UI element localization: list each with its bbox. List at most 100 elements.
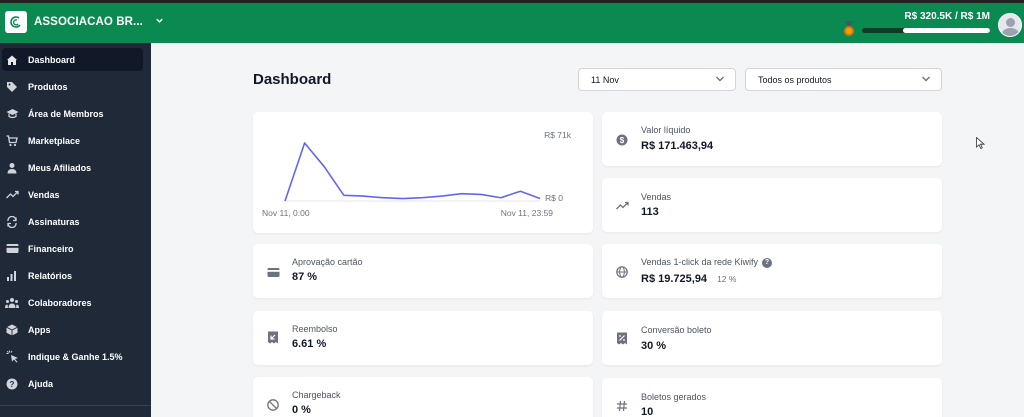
stat-card-boletos-gerados: Boletos gerados 10 <box>602 378 942 417</box>
stat-label: Conversão boleto <box>641 325 712 335</box>
chevron-down-icon <box>155 16 164 28</box>
sidebar-item-dashboard[interactable]: Dashboard <box>2 48 143 71</box>
org-name: ASSOCIACAO BR... <box>34 16 143 28</box>
sales-chart-card: R$ 71k R$ 0 Nov 11, 0:00 Nov 11, 23:59 <box>253 112 593 233</box>
revenue-progress-fill <box>903 28 990 33</box>
revenue-goal-text: R$ 320.5K / R$ 1M <box>904 11 990 22</box>
sidebar-item-produtos[interactable]: Produtos <box>2 75 143 98</box>
stat-label: Vendas 1-click da rede Kiwify <box>641 257 759 267</box>
avatar-body <box>1002 28 1019 36</box>
receipt-percent-icon <box>616 332 628 345</box>
sidebar-item-indique-ganhe[interactable]: Indique & Ganhe 1.5% <box>2 345 143 368</box>
chart-point-9[interactable] <box>460 192 464 196</box>
dollar-coin-icon: $ <box>616 133 628 146</box>
sidebar-item-afiliados[interactable]: Meus Afiliados <box>2 156 143 179</box>
stat-value: 0 % <box>292 404 311 416</box>
ban-icon <box>267 398 279 411</box>
hashtag-icon <box>616 399 628 412</box>
sidebar-item-vendas[interactable]: Vendas <box>2 183 143 206</box>
stat-label: Boletos gerados <box>641 392 707 402</box>
cart-icon <box>5 134 19 148</box>
y-max-label: R$ 71k <box>544 130 572 140</box>
user-icon <box>5 161 19 175</box>
sidebar-item-label: Indique & Ganhe 1.5% <box>28 351 123 362</box>
stat-label: Reembolso <box>292 324 338 334</box>
help-icon[interactable]: ? <box>762 257 773 268</box>
credit-card-icon <box>5 242 19 256</box>
medal-icon <box>842 21 856 37</box>
chart-point-1[interactable] <box>303 141 307 145</box>
svg-text:$: $ <box>620 136 625 145</box>
sidebar-item-label: Meus Afiliados <box>28 162 92 173</box>
users-icon <box>5 296 19 310</box>
stat-label-row: Vendas 1-click da rede Kiwify? <box>641 257 773 268</box>
sales-line-chart: R$ 71k R$ 0 Nov 11, 0:00 Nov 11, 23:59 <box>262 130 572 218</box>
chart-point-3[interactable] <box>342 193 346 197</box>
chart-point-0[interactable] <box>283 199 287 203</box>
date-filter-value: 11 Nov <box>591 74 619 85</box>
stat-label: Valor líquido <box>641 125 691 135</box>
chevron-down-icon <box>715 74 725 86</box>
product-filter-select[interactable]: Todos os produtos <box>745 68 942 91</box>
stat-label: Chargeback <box>292 390 341 400</box>
sidebar-item-label: Ajuda <box>28 378 54 389</box>
home-icon <box>5 53 19 67</box>
sidebar-item-label: Apps <box>28 324 51 335</box>
chart-point-11[interactable] <box>499 196 503 200</box>
sidebar-item-marketplace[interactable]: Marketplace <box>2 129 143 152</box>
chart-point-8[interactable] <box>440 194 444 198</box>
avatar-head <box>1006 18 1015 27</box>
graduation-cap-icon <box>5 107 19 121</box>
stat-label: Aprovação cartão <box>292 257 363 267</box>
sidebar-item-relatorios[interactable]: Relatórios <box>2 264 143 287</box>
tag-icon <box>5 80 19 94</box>
sidebar-item-label: Assinaturas <box>28 216 80 227</box>
org-logo-icon <box>5 11 27 33</box>
stat-card-vendas: Vendas 113 <box>602 178 942 232</box>
page-title: Dashboard <box>253 71 332 88</box>
bar-chart-icon <box>5 269 19 283</box>
chart-point-7[interactable] <box>421 196 425 200</box>
sidebar: Dashboard Produtos Área de Membros Marke… <box>0 43 151 417</box>
sidebar-item-label: Financeiro <box>28 243 74 254</box>
chart-point-5[interactable] <box>381 196 385 200</box>
chart-point-6[interactable] <box>401 197 405 201</box>
avatar[interactable] <box>998 13 1022 37</box>
product-filter-value: Todos os produtos <box>758 74 832 85</box>
sidebar-item-colaboradores[interactable]: Colaboradores <box>2 291 143 314</box>
org-switcher[interactable]: ASSOCIACAO BR... <box>5 11 164 33</box>
stat-value: 113 <box>641 206 659 218</box>
stat-value: 6.61 % <box>292 338 327 350</box>
stat-value: R$ 171.463,94 <box>641 140 714 152</box>
revenue-progress-bar <box>862 28 990 33</box>
stat-value: R$ 19.725,94 <box>641 273 708 285</box>
sidebar-item-label: Dashboard <box>28 54 76 65</box>
date-filter-select[interactable]: 11 Nov <box>578 68 736 91</box>
stat-value: 87 % <box>292 271 318 283</box>
stat-card-conversao-boleto: Conversão boleto 30 % <box>602 311 942 365</box>
chart-point-2[interactable] <box>322 165 326 169</box>
chart-point-13[interactable] <box>538 197 542 201</box>
x-end-label: Nov 11, 23:59 <box>501 208 554 218</box>
sidebar-item-label: Colaboradores <box>28 297 92 308</box>
globe-icon <box>616 265 628 278</box>
chart-point-10[interactable] <box>479 193 483 197</box>
sidebar-item-label: Área de Membros <box>28 108 104 119</box>
refresh-icon <box>5 215 19 229</box>
stat-card-valor-liquido: $ Valor líquido R$ 171.463,94 <box>602 112 942 166</box>
stat-value: 10 <box>641 406 654 417</box>
stat-card-reembolso: Reembolso 6.61 % <box>253 311 593 365</box>
question-icon: ? <box>5 377 19 391</box>
sales-line-series <box>284 142 541 202</box>
sidebar-item-ajuda[interactable]: ? Ajuda <box>2 372 143 395</box>
sidebar-item-apps[interactable]: Apps <box>2 318 143 341</box>
chart-point-12[interactable] <box>519 189 523 193</box>
sidebar-item-assinaturas[interactable]: Assinaturas <box>2 210 143 233</box>
top-bar: ASSOCIACAO BR... R$ 320.5K / R$ 1M <box>0 0 1024 43</box>
sidebar-item-area-membros[interactable]: Área de Membros <box>2 102 143 125</box>
sidebar-item-label: Vendas <box>28 189 60 200</box>
sidebar-item-label: Marketplace <box>28 135 81 146</box>
sidebar-item-financeiro[interactable]: Financeiro <box>2 237 143 260</box>
chart-point-4[interactable] <box>362 194 366 198</box>
sidebar-divider <box>0 405 151 406</box>
